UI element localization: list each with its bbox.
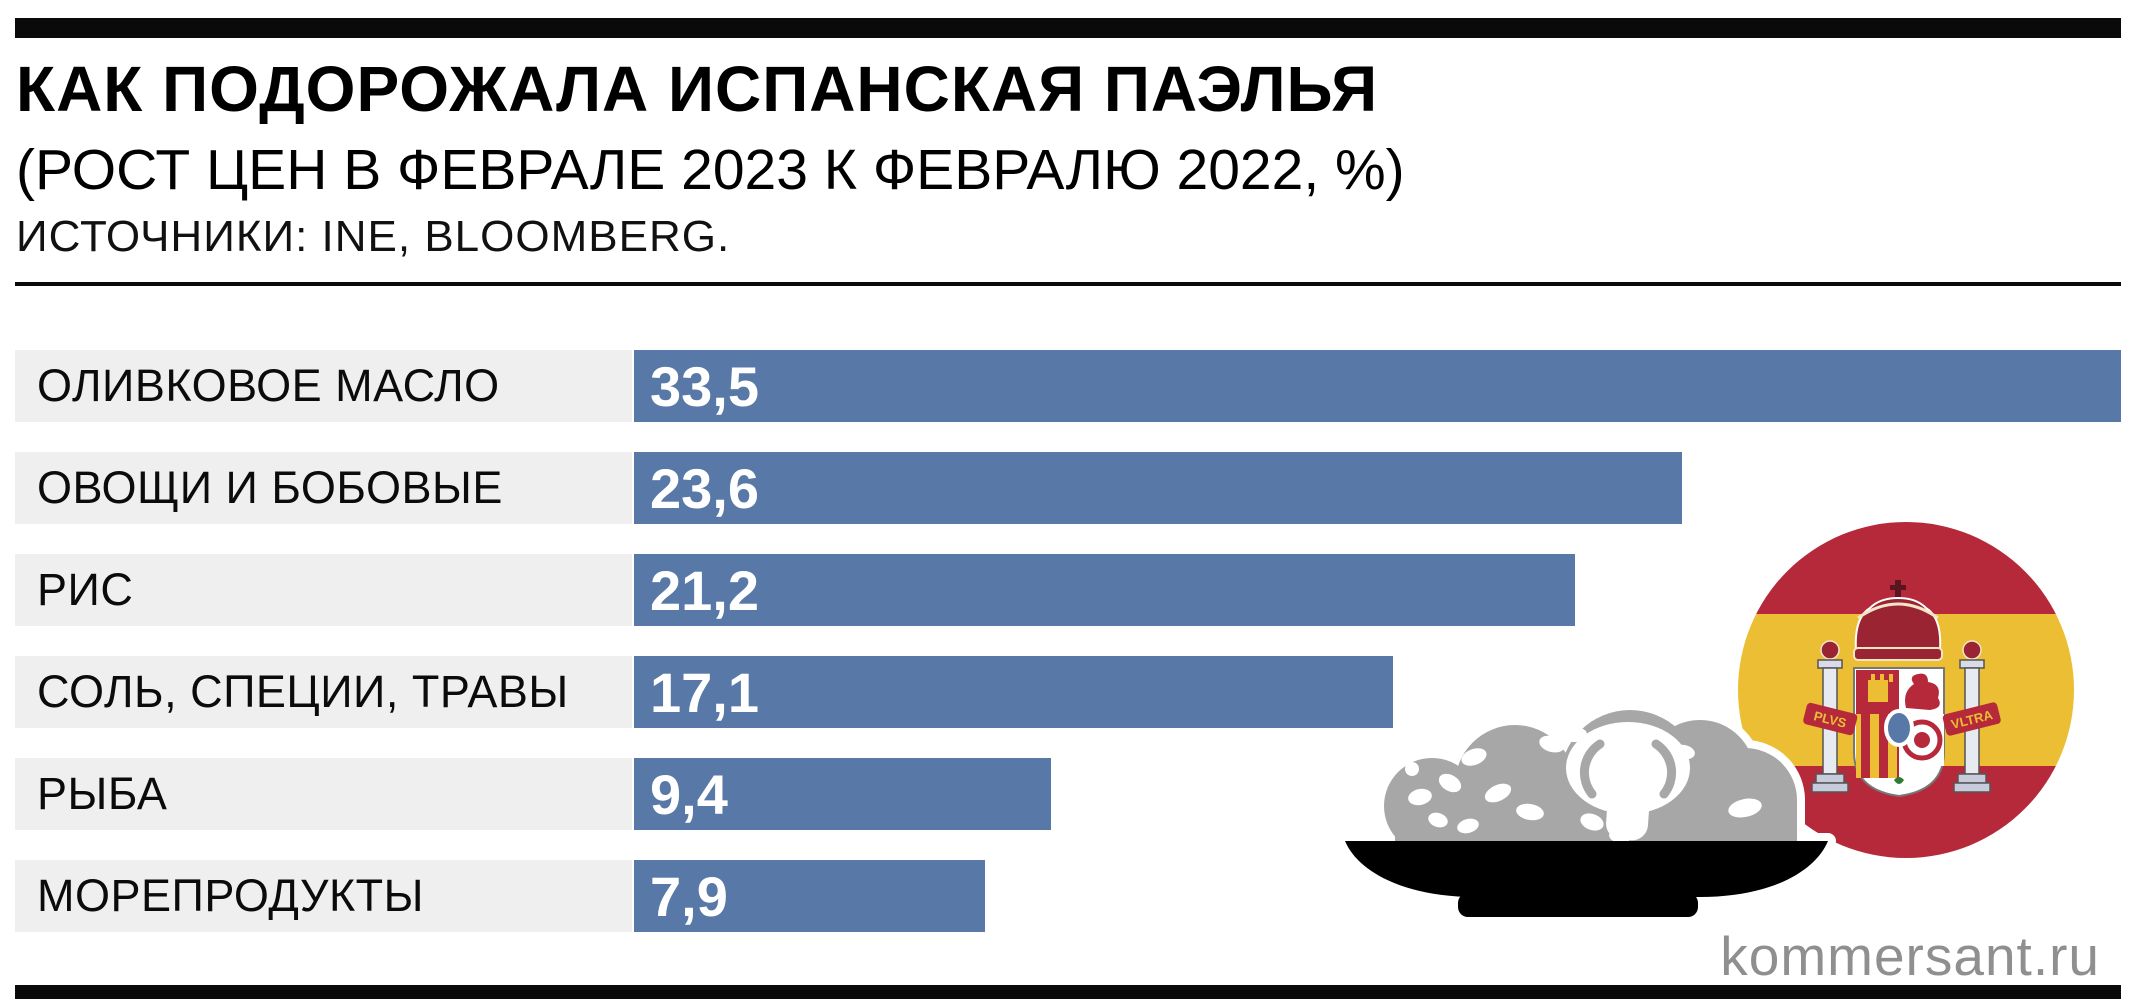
page-title: КАК ПОДОРОЖАЛА ИСПАНСКАЯ ПАЭЛЬЯ xyxy=(16,53,1379,125)
category-label-cell: ОВОЩИ И БОБОВЫЕ xyxy=(15,452,632,524)
category-label: ОЛИВКОВОЕ МАСЛО xyxy=(37,360,500,411)
kommersant-watermark: kommersant.ru xyxy=(1720,925,2100,987)
ribbon-left: PLVS xyxy=(1803,702,1858,736)
bar-value-label: 7,9 xyxy=(650,864,728,928)
bar-value-label: 17,1 xyxy=(650,660,759,724)
category-label-cell: ОЛИВКОВОЕ МАСЛО xyxy=(15,350,632,422)
category-label: СОЛЬ, СПЕЦИИ, ТРАВЫ xyxy=(37,666,569,717)
bar-chart: ОЛИВКОВОЕ МАСЛО 33,5 ОВОЩИ И БОБОВЫЕ 23,… xyxy=(15,350,2121,962)
top-rule-bar xyxy=(15,18,2121,38)
value-bar: 7,9 xyxy=(634,860,985,932)
shield xyxy=(1853,667,1945,798)
mushroom-icon xyxy=(1566,722,1690,841)
value-bar: 33,5 xyxy=(634,350,2121,422)
bottom-rule-bar xyxy=(15,985,2121,999)
bar-value-label: 9,4 xyxy=(650,762,728,826)
value-bar: 21,2 xyxy=(634,554,1575,626)
chart-row: ОВОЩИ И БОБОВЫЕ 23,6 xyxy=(15,452,2121,524)
spain-flag-icon: PLVS VLTRA xyxy=(1738,522,2074,858)
category-label-cell: МОРЕПРОДУКТЫ xyxy=(15,860,632,932)
coat-of-arms: PLVS VLTRA xyxy=(1803,580,2001,798)
page-subtitle: (РОСТ ЦЕН В ФЕВРАЛЕ 2023 К ФЕВРАЛЮ 2022,… xyxy=(16,138,1405,202)
paella-dish-icon xyxy=(1337,702,1836,925)
category-label-cell: СОЛЬ, СПЕЦИИ, ТРАВЫ xyxy=(15,656,632,728)
chart-row: СОЛЬ, СПЕЦИИ, ТРАВЫ 17,1 xyxy=(15,656,2121,728)
value-bar: 17,1 xyxy=(634,656,1393,728)
bar-value-label: 23,6 xyxy=(650,456,759,520)
chart-row: РЫБА 9,4 xyxy=(15,758,2121,830)
category-label: ОВОЩИ И БОБОВЫЕ xyxy=(37,462,503,513)
value-bar: 23,6 xyxy=(634,452,1682,524)
category-label: МОРЕПРОДУКТЫ xyxy=(37,870,425,921)
plate xyxy=(1345,841,1828,917)
value-bar: 9,4 xyxy=(634,758,1051,830)
category-label-cell: РЫБА xyxy=(15,758,632,830)
category-label: РИС xyxy=(37,564,134,615)
header-divider xyxy=(15,282,2121,286)
chart-row: РИС 21,2 xyxy=(15,554,2121,626)
ribbon-right: VLTRA xyxy=(1942,702,2001,736)
category-label-cell: РИС xyxy=(15,554,632,626)
category-label: РЫБА xyxy=(37,768,168,819)
bar-value-label: 33,5 xyxy=(650,354,759,418)
chart-row: ОЛИВКОВОЕ МАСЛО 33,5 xyxy=(15,350,2121,422)
bar-value-label: 21,2 xyxy=(650,558,759,622)
chart-row: МОРЕПРОДУКТЫ 7,9 xyxy=(15,860,2121,932)
sources-line: ИСТОЧНИКИ: INE, BLOOMBERG. xyxy=(16,212,731,261)
